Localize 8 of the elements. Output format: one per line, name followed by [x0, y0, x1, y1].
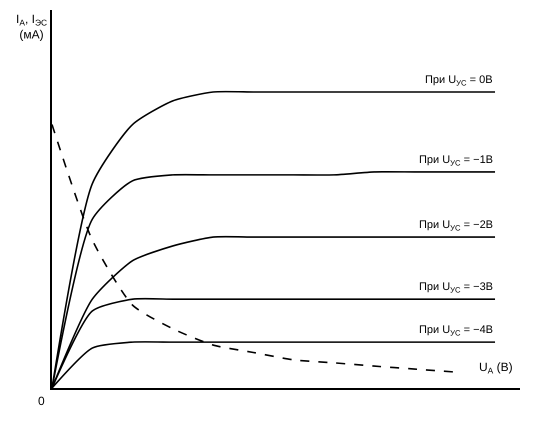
text: 0 — [38, 394, 45, 408]
y-axis-title: I$_{A}$, I$_{ЭС}$ (мА) — [16, 12, 48, 42]
series-label: При U$_{УС}$ = −2В — [419, 219, 494, 232]
series-label: При U$_{УС}$ = −1В — [419, 154, 494, 168]
x-axis-title: U$_{A}$ (В) — [479, 360, 513, 376]
series-label: При U$_{УС}$ = −4В — [419, 324, 494, 338]
series-label: При U$_{УС}$ = −3В — [419, 281, 494, 294]
series-label: При U$_{УС}$ = 0В — [425, 74, 493, 88]
